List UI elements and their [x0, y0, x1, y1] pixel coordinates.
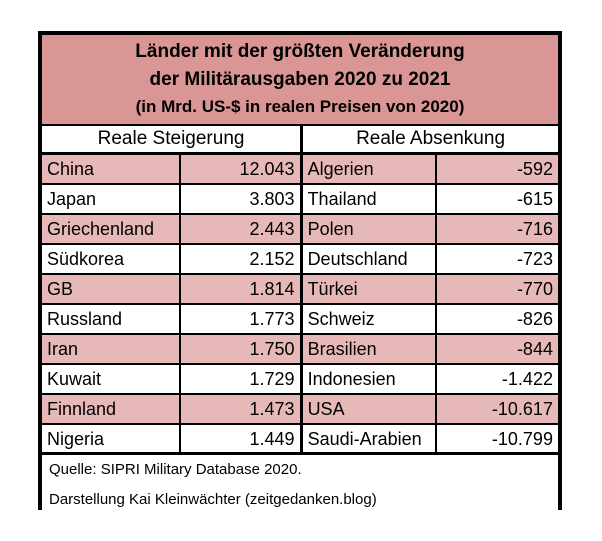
table-row: Japan 3.803 Thailand -615 — [42, 185, 558, 215]
source-note: Quelle: SIPRI Military Database 2020. — [49, 461, 302, 478]
decrease-value: -723 — [516, 249, 553, 269]
decrease-country: Saudi-Arabien — [303, 425, 438, 452]
column-header-increase: Reale Steigerung — [42, 126, 304, 152]
increase-country: China — [42, 155, 182, 183]
increase-value: 1.473 — [181, 395, 303, 423]
decrease-country: Schweiz — [303, 305, 438, 333]
table-row: Südkorea 2.152 Deutschland -723 — [42, 245, 558, 275]
title-line-2: der Militärausgaben 2020 zu 2021 — [149, 69, 451, 90]
increase-country: Iran — [42, 335, 182, 363]
decrease-value: -592 — [516, 159, 553, 179]
decrease-country: Türkei — [303, 275, 438, 303]
table-row: Griechenland 2.443 Polen -716 — [42, 215, 558, 245]
increase-value: 1.773 — [181, 305, 303, 333]
increase-country: Finnland — [42, 395, 182, 423]
increase-value: 2.443 — [181, 215, 303, 243]
column-header-decrease: Reale Absenkung — [356, 128, 506, 149]
decrease-value: -716 — [516, 219, 553, 239]
increase-country: Griechenland — [42, 215, 182, 243]
table-row: China 12.043 Algerien -592 — [42, 155, 558, 185]
increase-country: Russland — [42, 305, 182, 333]
decrease-value: -10.799 — [491, 429, 553, 449]
column-header-row: Reale Steigerung Reale Absenkung — [42, 126, 558, 155]
decrease-country: Polen — [303, 215, 438, 243]
title-line-1: Länder mit der größten Veränderung — [135, 41, 465, 62]
increase-value: 1.750 — [181, 335, 303, 363]
increase-value: 3.803 — [181, 185, 303, 213]
increase-country: Südkorea — [42, 245, 182, 273]
increase-country: Japan — [42, 185, 182, 213]
decrease-country: Indonesien — [303, 365, 438, 393]
decrease-value: -770 — [516, 279, 553, 299]
credit-note: Darstellung Kai Kleinwächter (zeitgedank… — [49, 491, 377, 508]
table-footer: Quelle: SIPRI Military Database 2020. Da… — [42, 455, 558, 510]
increase-country: GB — [42, 275, 182, 303]
decrease-country: Deutschland — [303, 245, 438, 273]
increase-value: 1.814 — [181, 275, 303, 303]
military-spending-table: Länder mit der größten Veränderung der M… — [38, 31, 562, 510]
table-row: Kuwait 1.729 Indonesien -1.422 — [42, 365, 558, 395]
table-row: Finnland 1.473 USA -10.617 — [42, 395, 558, 425]
increase-country: Kuwait — [42, 365, 182, 393]
table-body: China 12.043 Algerien -592 Japan 3.803 T… — [42, 155, 558, 455]
table-title: Länder mit der größten Veränderung der M… — [42, 35, 558, 126]
table-row: GB 1.814 Türkei -770 — [42, 275, 558, 305]
increase-country: Nigeria — [42, 425, 182, 452]
table-row: Russland 1.773 Schweiz -826 — [42, 305, 558, 335]
table-row: Iran 1.750 Brasilien -844 — [42, 335, 558, 365]
decrease-value: -1.422 — [501, 369, 553, 389]
decrease-country: Brasilien — [303, 335, 438, 363]
decrease-country: Thailand — [303, 185, 438, 213]
increase-value: 2.152 — [181, 245, 303, 273]
decrease-country: USA — [303, 395, 438, 423]
decrease-country: Algerien — [303, 155, 438, 183]
decrease-value: -10.617 — [491, 399, 553, 419]
title-subtitle: (in Mrd. US-$ in realen Preisen von 2020… — [135, 97, 465, 116]
decrease-value: -826 — [516, 309, 553, 329]
increase-value: 1.449 — [181, 425, 303, 452]
decrease-value: -615 — [516, 189, 553, 209]
decrease-value: -844 — [516, 339, 553, 359]
table-row: Nigeria 1.449 Saudi-Arabien -10.799 — [42, 425, 558, 455]
increase-value: 1.729 — [181, 365, 303, 393]
increase-value: 12.043 — [181, 155, 303, 183]
